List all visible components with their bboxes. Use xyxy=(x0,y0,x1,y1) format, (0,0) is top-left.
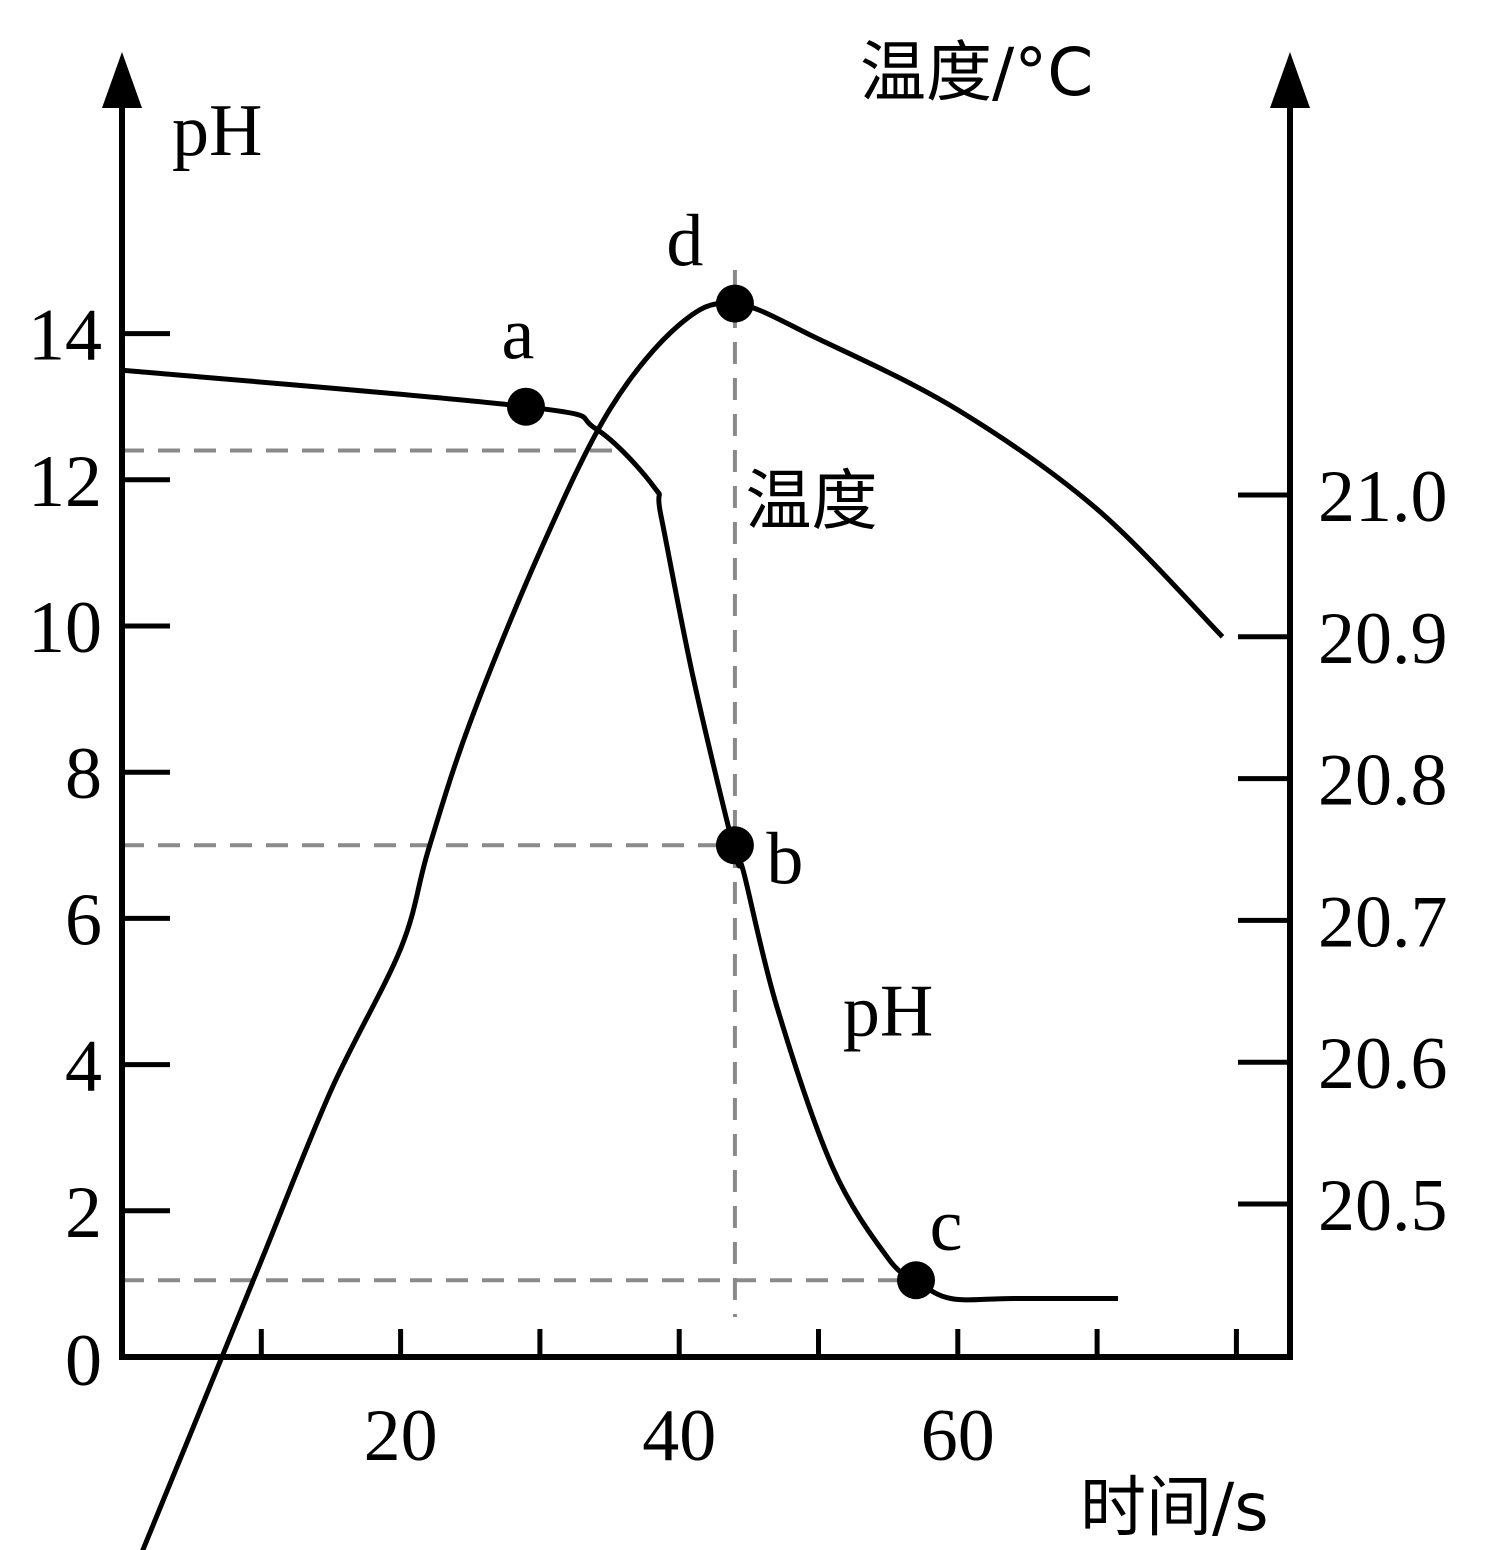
y-left-tick-label: 10 xyxy=(28,587,102,669)
y-right-tick-label: 21.0 xyxy=(1318,456,1448,538)
y-left-tick-label: 6 xyxy=(65,879,102,961)
y-left-tick-label: 2 xyxy=(65,1172,102,1254)
point-d xyxy=(715,284,754,323)
point-label-a: a xyxy=(502,294,535,376)
y-left-tick-label: 14 xyxy=(28,295,102,377)
y-right-axis-label: 温度/°C xyxy=(860,34,1093,111)
point-label-d: d xyxy=(666,201,703,283)
point-b xyxy=(715,826,754,865)
ticks: 20 40 60 0 2 4 6 8 10 12 14 20.5 20.6 20.7 20.8 20.9 21.… xyxy=(28,295,1448,1477)
y-left-axis-label: pH xyxy=(172,90,262,172)
y-left-tick-label: 8 xyxy=(65,733,102,815)
x-tick-label: 20 xyxy=(364,1395,438,1477)
labels: pH 温度/°C 时间/s 温度 pH xyxy=(172,34,1269,1546)
y-right-tick-label: 20.5 xyxy=(1318,1165,1448,1247)
series-annotation: 温度 xyxy=(746,463,878,540)
y-left-arrow-icon xyxy=(102,52,142,108)
y-right-tick-label: 20.9 xyxy=(1318,598,1448,680)
y-right-arrow-icon xyxy=(1270,52,1310,108)
point-a xyxy=(506,387,545,426)
y-right-tick-label: 20.8 xyxy=(1318,740,1448,822)
y-right-tick-label: 20.7 xyxy=(1318,881,1448,963)
axes xyxy=(102,52,1310,1360)
series-pH-line xyxy=(121,367,1118,1303)
point-c xyxy=(897,1261,936,1300)
points: a b c d xyxy=(502,201,963,1300)
series-温度-line xyxy=(140,300,1225,1550)
series-annotation: pH xyxy=(843,970,933,1052)
x-axis-label: 时间/s xyxy=(1080,1469,1269,1546)
point-label-b: b xyxy=(766,818,803,900)
y-left-tick-label: 4 xyxy=(65,1026,102,1108)
x-tick-label: 60 xyxy=(921,1395,995,1477)
y-left-tick-label: 12 xyxy=(28,441,102,523)
y-right-tick-label: 20.6 xyxy=(1318,1023,1448,1105)
guide-lines xyxy=(122,270,917,1317)
x-tick-label: 40 xyxy=(642,1395,716,1477)
curves xyxy=(121,300,1225,1550)
y-left-tick-label: 0 xyxy=(65,1320,102,1402)
point-label-c: c xyxy=(930,1185,963,1267)
